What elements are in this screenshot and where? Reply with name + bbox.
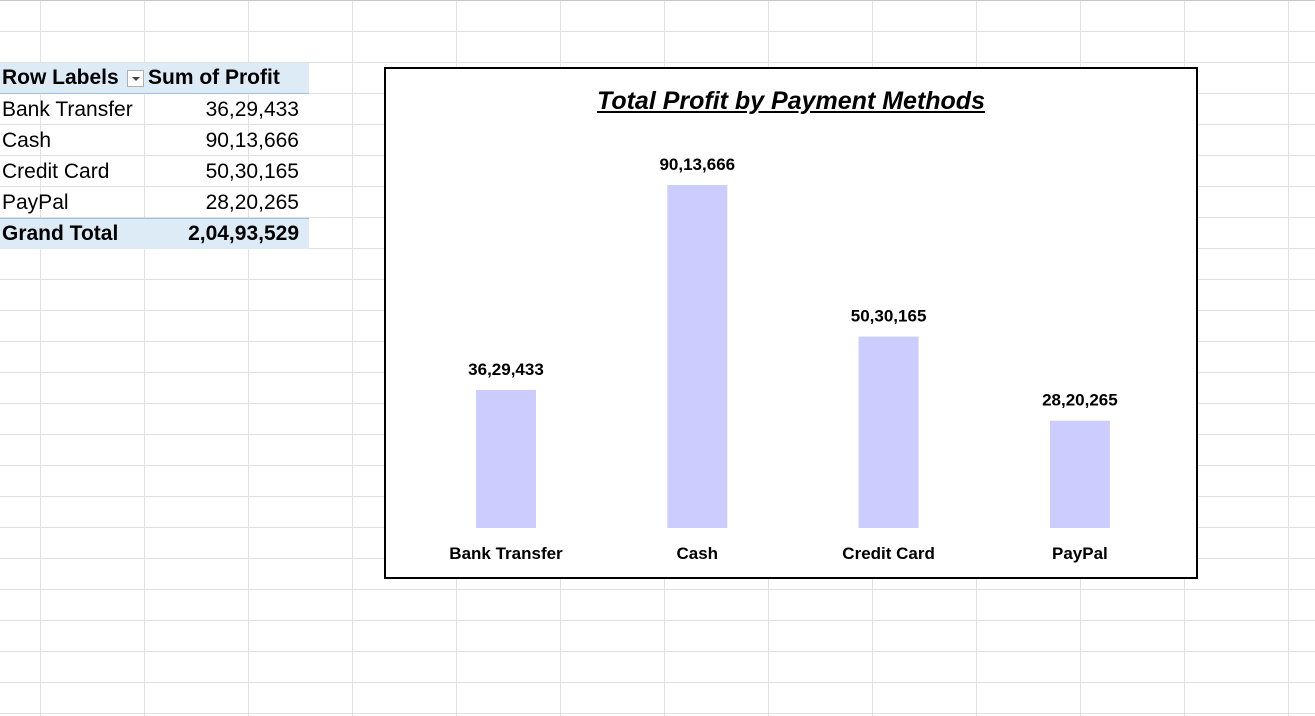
chart-plot-area: 36,29,433 Bank Transfer 90,13,666 Cash 50,30… (449, 155, 1118, 563)
pivot-row: PayPal 28,20,265 (0, 187, 309, 218)
data-label[interactable]: 90,13,666 (659, 155, 735, 174)
pivot-row-value[interactable]: 36,29,433 (205, 97, 299, 121)
pivot-header-row: Row Labels Sum of Profit (0, 63, 309, 94)
bar-bank-transfer[interactable] (476, 389, 536, 528)
pivot-row: Credit Card 50,30,165 (0, 156, 309, 187)
bar-credit-card[interactable] (858, 336, 919, 528)
pivot-row-label[interactable]: Cash (2, 128, 52, 152)
category-label[interactable]: Cash (677, 544, 719, 563)
filter-dropdown-icon[interactable] (126, 69, 144, 87)
pivot-grand-total-row: Grand Total 2,04,93,529 (0, 218, 309, 249)
pivot-row-label[interactable]: Bank Transfer (2, 97, 133, 121)
pivot-header-row-labels[interactable]: Row Labels (0, 66, 144, 90)
category-label[interactable]: Bank Transfer (449, 544, 563, 563)
pivot-row-label[interactable]: PayPal (2, 190, 69, 214)
bar-paypal[interactable] (1049, 420, 1110, 528)
grid-top-border (0, 0, 1315, 1)
pivot-row-value[interactable]: 90,13,666 (205, 128, 299, 152)
pivot-row-value[interactable]: 28,20,265 (205, 190, 299, 214)
data-label[interactable]: 28,20,265 (1042, 391, 1118, 410)
grand-total-value[interactable]: 2,04,93,529 (188, 222, 299, 245)
pivot-row-label[interactable]: Credit Card (2, 159, 110, 183)
chart-title[interactable]: Total Profit by Payment Methods (596, 87, 985, 115)
pivot-row: Bank Transfer 36,29,433 (0, 94, 309, 125)
data-label[interactable]: 36,29,433 (468, 360, 544, 379)
pivot-row-value[interactable]: 50,30,165 (205, 159, 299, 183)
bar-cash[interactable] (667, 185, 728, 528)
data-label[interactable]: 50,30,165 (851, 307, 927, 326)
profit-chart[interactable]: Total Profit by Payment Methods 36,29,43… (384, 67, 1198, 579)
category-label[interactable]: Credit Card (842, 544, 935, 563)
pivot-row: Cash 90,13,666 (0, 125, 309, 156)
pivot-header-sum-of-profit[interactable]: Sum of Profit (148, 66, 280, 89)
pivot-table[interactable]: Row Labels Sum of Profit Bank Transfer 3… (0, 63, 309, 249)
category-label[interactable]: PayPal (1052, 544, 1108, 563)
row-labels-text: Row Labels (2, 66, 119, 89)
grand-total-label[interactable]: Grand Total (2, 222, 119, 245)
